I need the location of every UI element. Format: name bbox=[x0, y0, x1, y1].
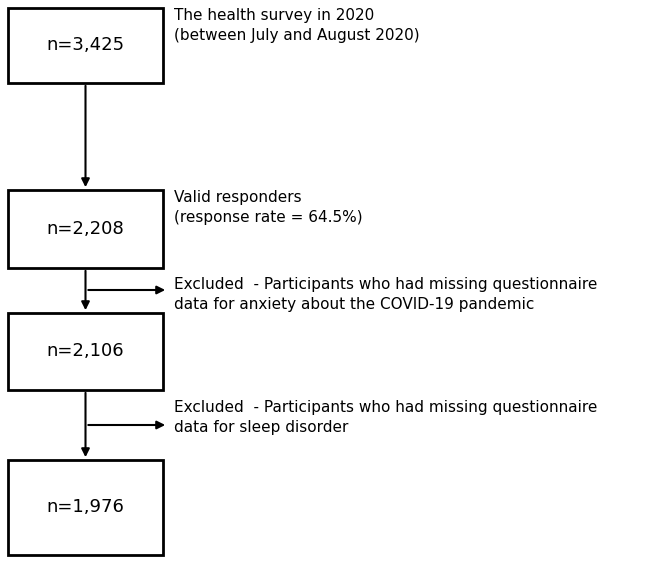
Bar bbox=[8, 460, 163, 555]
Text: Excluded  - Participants who had missing questionnaire
data for sleep disorder: Excluded - Participants who had missing … bbox=[174, 400, 597, 435]
Bar bbox=[8, 190, 163, 268]
Text: n=2,208: n=2,208 bbox=[46, 220, 124, 238]
Text: n=3,425: n=3,425 bbox=[46, 37, 124, 55]
Text: n=2,106: n=2,106 bbox=[46, 343, 124, 361]
Text: Valid responders
(response rate = 64.5%): Valid responders (response rate = 64.5%) bbox=[174, 190, 362, 225]
Text: n=1,976: n=1,976 bbox=[46, 498, 124, 517]
Bar bbox=[8, 313, 163, 390]
Bar bbox=[8, 8, 163, 83]
Text: The health survey in 2020
(between July and August 2020): The health survey in 2020 (between July … bbox=[174, 8, 420, 43]
Text: Excluded  - Participants who had missing questionnaire
data for anxiety about th: Excluded - Participants who had missing … bbox=[174, 277, 597, 312]
